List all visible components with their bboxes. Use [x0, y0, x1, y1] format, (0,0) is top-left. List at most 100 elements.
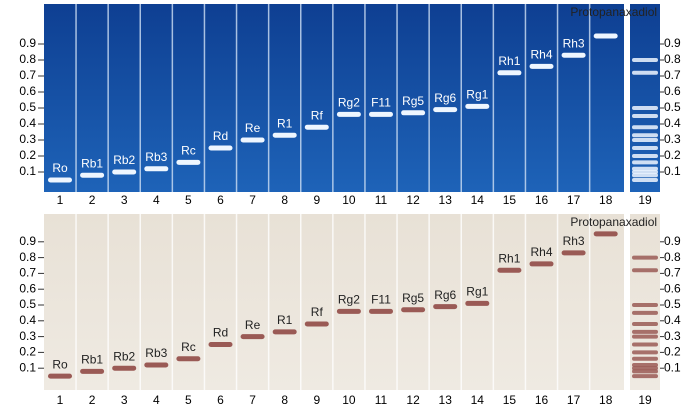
compound-label: Rf	[311, 108, 324, 122]
lane-number: 6	[217, 193, 224, 207]
lane-number: 5	[185, 393, 192, 407]
band	[632, 363, 658, 368]
band	[632, 70, 658, 75]
band	[144, 362, 169, 368]
compound-label: Rh1	[498, 54, 520, 68]
lane-number: 2	[89, 193, 96, 207]
band	[112, 169, 137, 175]
compound-label: Rd	[213, 326, 228, 340]
lane-number: 16	[535, 193, 549, 207]
band	[632, 166, 658, 171]
lane-number: 14	[471, 193, 485, 207]
band	[272, 329, 297, 335]
rf-tick-label: 0.5	[19, 100, 36, 114]
band	[632, 342, 658, 347]
band	[433, 107, 458, 113]
compound-label: Ro	[52, 161, 68, 175]
lane-number: 4	[153, 393, 160, 407]
band	[632, 114, 658, 118]
band	[632, 170, 658, 174]
band	[632, 133, 658, 138]
band	[632, 173, 658, 178]
lane-number: 12	[406, 393, 420, 407]
compound-label: Rg1	[466, 285, 488, 299]
compound-label: Rb2	[113, 349, 135, 363]
lane-number: 6	[217, 393, 224, 407]
band	[176, 356, 201, 362]
lane-number: 9	[313, 393, 320, 407]
rf-tick-label: 0.7	[664, 68, 681, 82]
band	[208, 145, 233, 151]
band	[632, 356, 658, 361]
band	[632, 268, 658, 273]
band	[632, 366, 658, 371]
band	[632, 255, 658, 260]
lane-number: 1	[57, 393, 64, 407]
rf-tick-label: 0.8	[19, 52, 36, 66]
rf-tick-label: 0.3	[19, 132, 36, 146]
rf-tick-label: 0.7	[664, 266, 681, 280]
lane-number: 4	[153, 193, 160, 207]
band	[561, 250, 586, 256]
lane-number: 16	[535, 393, 549, 407]
lane-number: 10	[342, 193, 356, 207]
rf-tick-label: 0.3	[19, 329, 36, 343]
lane-number: 1	[57, 193, 64, 207]
rf-tick-label: 0.6	[19, 281, 36, 295]
band	[304, 124, 329, 130]
rf-tick-label: 0.2	[19, 148, 36, 162]
lane-number: 8	[281, 393, 288, 407]
band	[369, 111, 393, 117]
lane-number: 7	[249, 193, 256, 207]
compound-label: R1	[277, 116, 293, 130]
band	[497, 267, 522, 273]
compound-label: Rh1	[498, 251, 520, 265]
compound-label: F11	[371, 96, 391, 110]
band	[80, 172, 105, 178]
band	[632, 334, 658, 339]
compound-label: Rc	[181, 144, 196, 158]
compound-label: Rd	[213, 129, 228, 143]
lane-number: 17	[567, 193, 581, 207]
band	[336, 308, 361, 314]
rf-tick-label: 0.8	[664, 250, 681, 264]
rf-tick-label: 0.3	[664, 132, 681, 146]
rf-tick-label: 0.4	[19, 116, 36, 130]
compound-label: Rh4	[530, 245, 552, 259]
lane-number: 10	[342, 393, 356, 407]
compound-label: Rg2	[338, 292, 360, 306]
compound-label: Rg6	[434, 288, 456, 302]
plate	[44, 214, 624, 390]
rf-tick-label: 0.7	[19, 68, 36, 82]
rf-tick-label: 0.5	[664, 297, 681, 311]
rf-tick-label: 0.2	[19, 345, 36, 359]
band	[112, 365, 137, 371]
band	[80, 368, 105, 374]
lane-number: 2	[89, 393, 96, 407]
band	[632, 146, 658, 150]
band	[632, 154, 658, 158]
rf-tick-label: 0.4	[664, 313, 681, 327]
band	[304, 321, 329, 327]
band	[632, 138, 658, 142]
rf-tick-label: 0.4	[664, 116, 681, 130]
band	[369, 308, 393, 314]
lane-number: 3	[121, 393, 128, 407]
rf-tick-label: 0.9	[19, 234, 36, 248]
compound-label: Protopanaxadiol	[570, 215, 657, 229]
band	[176, 159, 201, 165]
rf-tick-label: 0.9	[664, 36, 681, 50]
rf-tick-label: 0.7	[19, 266, 36, 280]
band	[272, 132, 297, 138]
rf-tick-label: 0.1	[19, 164, 36, 178]
rf-tick-label: 0.2	[664, 345, 681, 359]
lane-number: 5	[185, 193, 192, 207]
band	[632, 303, 658, 307]
lane-number: 15	[503, 193, 517, 207]
band	[208, 342, 233, 347]
compound-label: R1	[277, 313, 293, 327]
lane-number: 11	[375, 393, 388, 407]
band	[632, 106, 658, 110]
rf-tick-label: 0.9	[664, 234, 681, 248]
compound-label: Rc	[181, 340, 196, 354]
